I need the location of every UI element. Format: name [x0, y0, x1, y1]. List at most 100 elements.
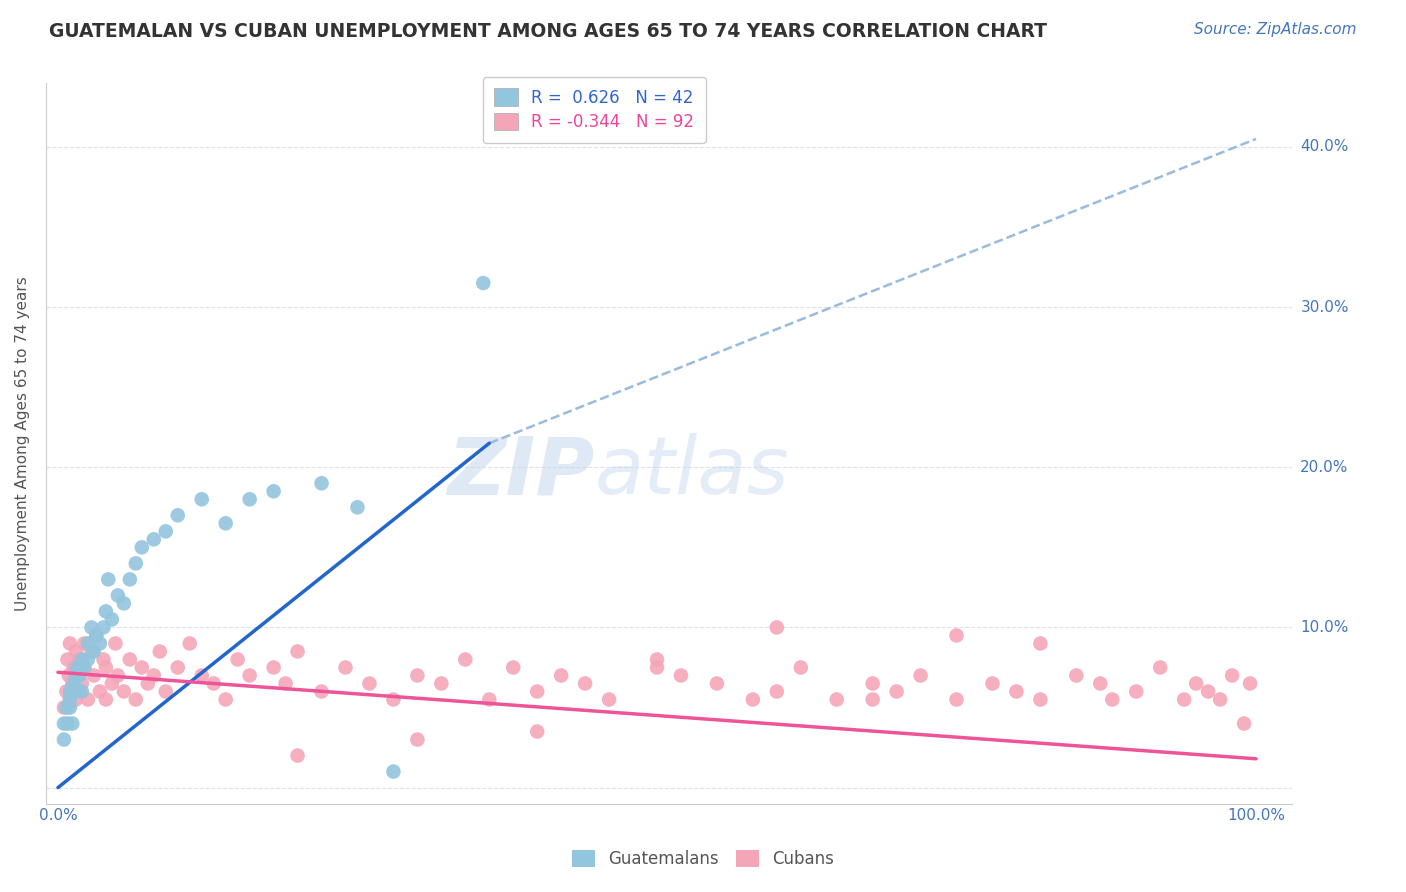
Point [59, 692, 82, 706]
Point [83, 644, 105, 658]
Text: GUATEMALAN VS CUBAN UNEMPLOYMENT AMONG AGES 65 TO 74 YEARS CORRELATION CHART: GUATEMALAN VS CUBAN UNEMPLOYMENT AMONG A… [49, 22, 1047, 41]
Point [179, 636, 201, 650]
Point [59, 684, 82, 698]
Point [430, 676, 453, 690]
Point [945, 628, 967, 642]
Point [142, 668, 165, 682]
Point [59, 692, 82, 706]
Point [70, 684, 93, 698]
Text: atlas: atlas [595, 433, 789, 511]
Point [274, 676, 297, 690]
Point [83, 668, 105, 682]
Point [335, 660, 357, 674]
Point [406, 668, 429, 682]
Text: 20.0%: 20.0% [1301, 459, 1348, 475]
Point [478, 692, 501, 706]
Point [166, 508, 188, 523]
Point [550, 668, 572, 682]
Point [84, 628, 107, 642]
Point [1173, 692, 1195, 706]
Text: 40.0%: 40.0% [1301, 139, 1348, 154]
Point [58, 668, 80, 682]
Point [765, 620, 787, 634]
Point [73, 636, 96, 650]
Point [73, 660, 96, 674]
Point [1149, 660, 1171, 674]
Point [1220, 668, 1243, 682]
Point [56, 716, 79, 731]
Point [70, 676, 93, 690]
Point [60, 676, 83, 690]
Point [107, 668, 129, 682]
Point [1125, 684, 1147, 698]
Point [706, 676, 728, 690]
Point [84, 628, 107, 642]
Point [311, 684, 333, 698]
Point [94, 660, 117, 674]
Point [359, 676, 381, 690]
Point [1101, 692, 1123, 706]
Point [263, 484, 285, 499]
Point [190, 492, 212, 507]
Point [406, 732, 429, 747]
Point [112, 684, 135, 698]
Point [1197, 684, 1219, 698]
Point [574, 676, 596, 690]
Point [472, 276, 495, 290]
Point [52, 716, 75, 731]
Point [55, 684, 77, 698]
Point [131, 660, 153, 674]
Point [66, 660, 89, 674]
Text: 10.0%: 10.0% [1301, 620, 1348, 635]
Point [101, 676, 124, 690]
Point [765, 684, 787, 698]
Point [598, 692, 620, 706]
Point [981, 676, 1004, 690]
Point [287, 748, 309, 763]
Point [107, 588, 129, 602]
Point [118, 652, 141, 666]
Point [862, 676, 884, 690]
Point [65, 644, 87, 658]
Point [94, 604, 117, 618]
Point [77, 652, 100, 666]
Point [945, 692, 967, 706]
Point [70, 652, 93, 666]
Point [125, 692, 148, 706]
Point [155, 524, 177, 539]
Point [125, 557, 148, 571]
Point [69, 684, 91, 698]
Point [89, 636, 111, 650]
Point [52, 732, 75, 747]
Point [1090, 676, 1112, 690]
Point [65, 684, 87, 698]
Point [60, 716, 83, 731]
Point [226, 652, 249, 666]
Point [52, 700, 75, 714]
Point [149, 644, 172, 658]
Point [97, 573, 120, 587]
Point [56, 652, 79, 666]
Point [1066, 668, 1088, 682]
Point [741, 692, 763, 706]
Text: ZIP: ZIP [447, 433, 595, 511]
Point [910, 668, 932, 682]
Y-axis label: Unemployment Among Ages 65 to 74 years: Unemployment Among Ages 65 to 74 years [15, 276, 30, 611]
Point [862, 692, 884, 706]
Point [1239, 676, 1261, 690]
Point [93, 652, 115, 666]
Point [55, 700, 77, 714]
Point [136, 676, 159, 690]
Point [311, 476, 333, 491]
Point [104, 636, 127, 650]
Point [454, 652, 477, 666]
Point [62, 660, 84, 674]
Point [202, 676, 225, 690]
Point [239, 668, 262, 682]
Point [80, 620, 103, 634]
Point [131, 541, 153, 555]
Point [669, 668, 692, 682]
Legend: R =  0.626   N = 42, R = -0.344   N = 92: R = 0.626 N = 42, R = -0.344 N = 92 [482, 77, 706, 143]
Point [80, 644, 103, 658]
Point [1185, 676, 1208, 690]
